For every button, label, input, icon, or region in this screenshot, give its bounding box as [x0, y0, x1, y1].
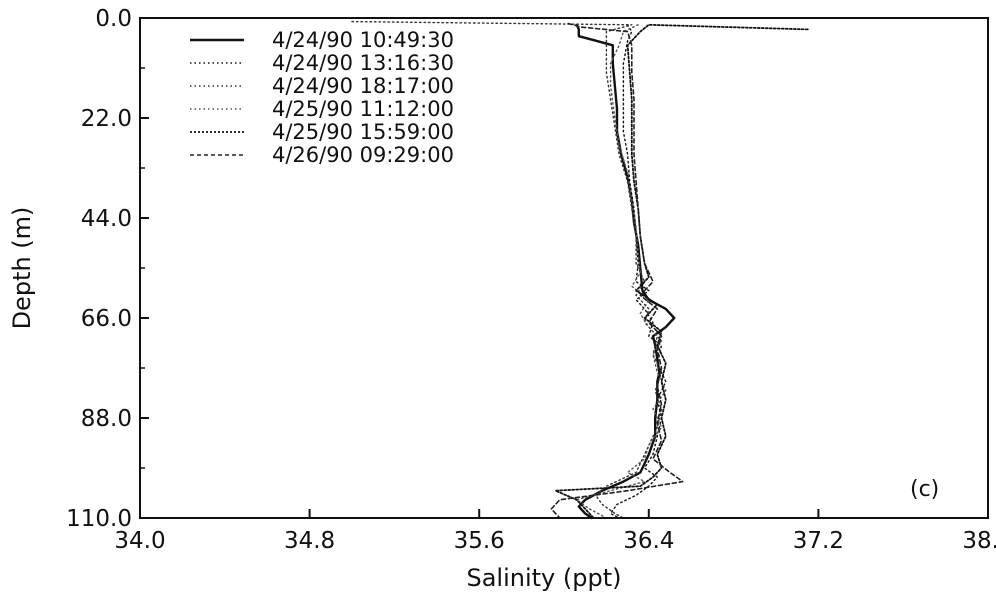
- series-line-1: [575, 23, 676, 520]
- x-tick-label: 37.2: [793, 528, 844, 554]
- legend: 4/24/90 10:49:304/24/90 13:16:304/24/90 …: [190, 28, 454, 167]
- x-tick-label: 34.8: [284, 528, 335, 554]
- legend-label-6: 4/26/90 09:29:00: [272, 143, 454, 167]
- legend-label-1: 4/24/90 10:49:30: [272, 28, 454, 52]
- legend-label-3: 4/24/90 18:17:00: [272, 74, 454, 98]
- x-tick-label: 34.0: [114, 528, 165, 554]
- y-tick-label: 110.0: [66, 506, 132, 532]
- series-line-2: [609, 24, 667, 519]
- axis-ticks: [139, 17, 989, 519]
- y-tick-label: 66.0: [81, 306, 132, 332]
- x-tick-label: 36.4: [623, 528, 674, 554]
- x-tick-label: 35.6: [454, 528, 505, 554]
- series-line-4: [576, 24, 667, 519]
- legend-label-5: 4/25/90 15:59:00: [272, 120, 454, 144]
- x-axis-label: Salinity (ppt): [466, 564, 621, 592]
- y-tick-label: 44.0: [81, 206, 132, 232]
- series-line-6: [550, 22, 684, 519]
- x-tick-label: 38.0: [962, 528, 996, 554]
- y-tick-label: 22.0: [81, 106, 132, 132]
- y-tick-label: 0.0: [95, 6, 132, 32]
- panel-annotation: (c): [910, 477, 939, 502]
- legend-label-4: 4/25/90 11:12:00: [272, 97, 454, 121]
- axis-tick-labels: 34.0 34.8 35.6 36.4 37.2 38.0 0.0 22.0 44.0 66.0 8…: [66, 6, 996, 554]
- series-line-5: [554, 23, 809, 519]
- legend-label-2: 4/24/90 13:16:30: [272, 51, 454, 75]
- y-axis-label: Depth (m): [8, 207, 36, 330]
- y-tick-label: 88.0: [81, 406, 132, 432]
- plot-lines: [351, 20, 809, 520]
